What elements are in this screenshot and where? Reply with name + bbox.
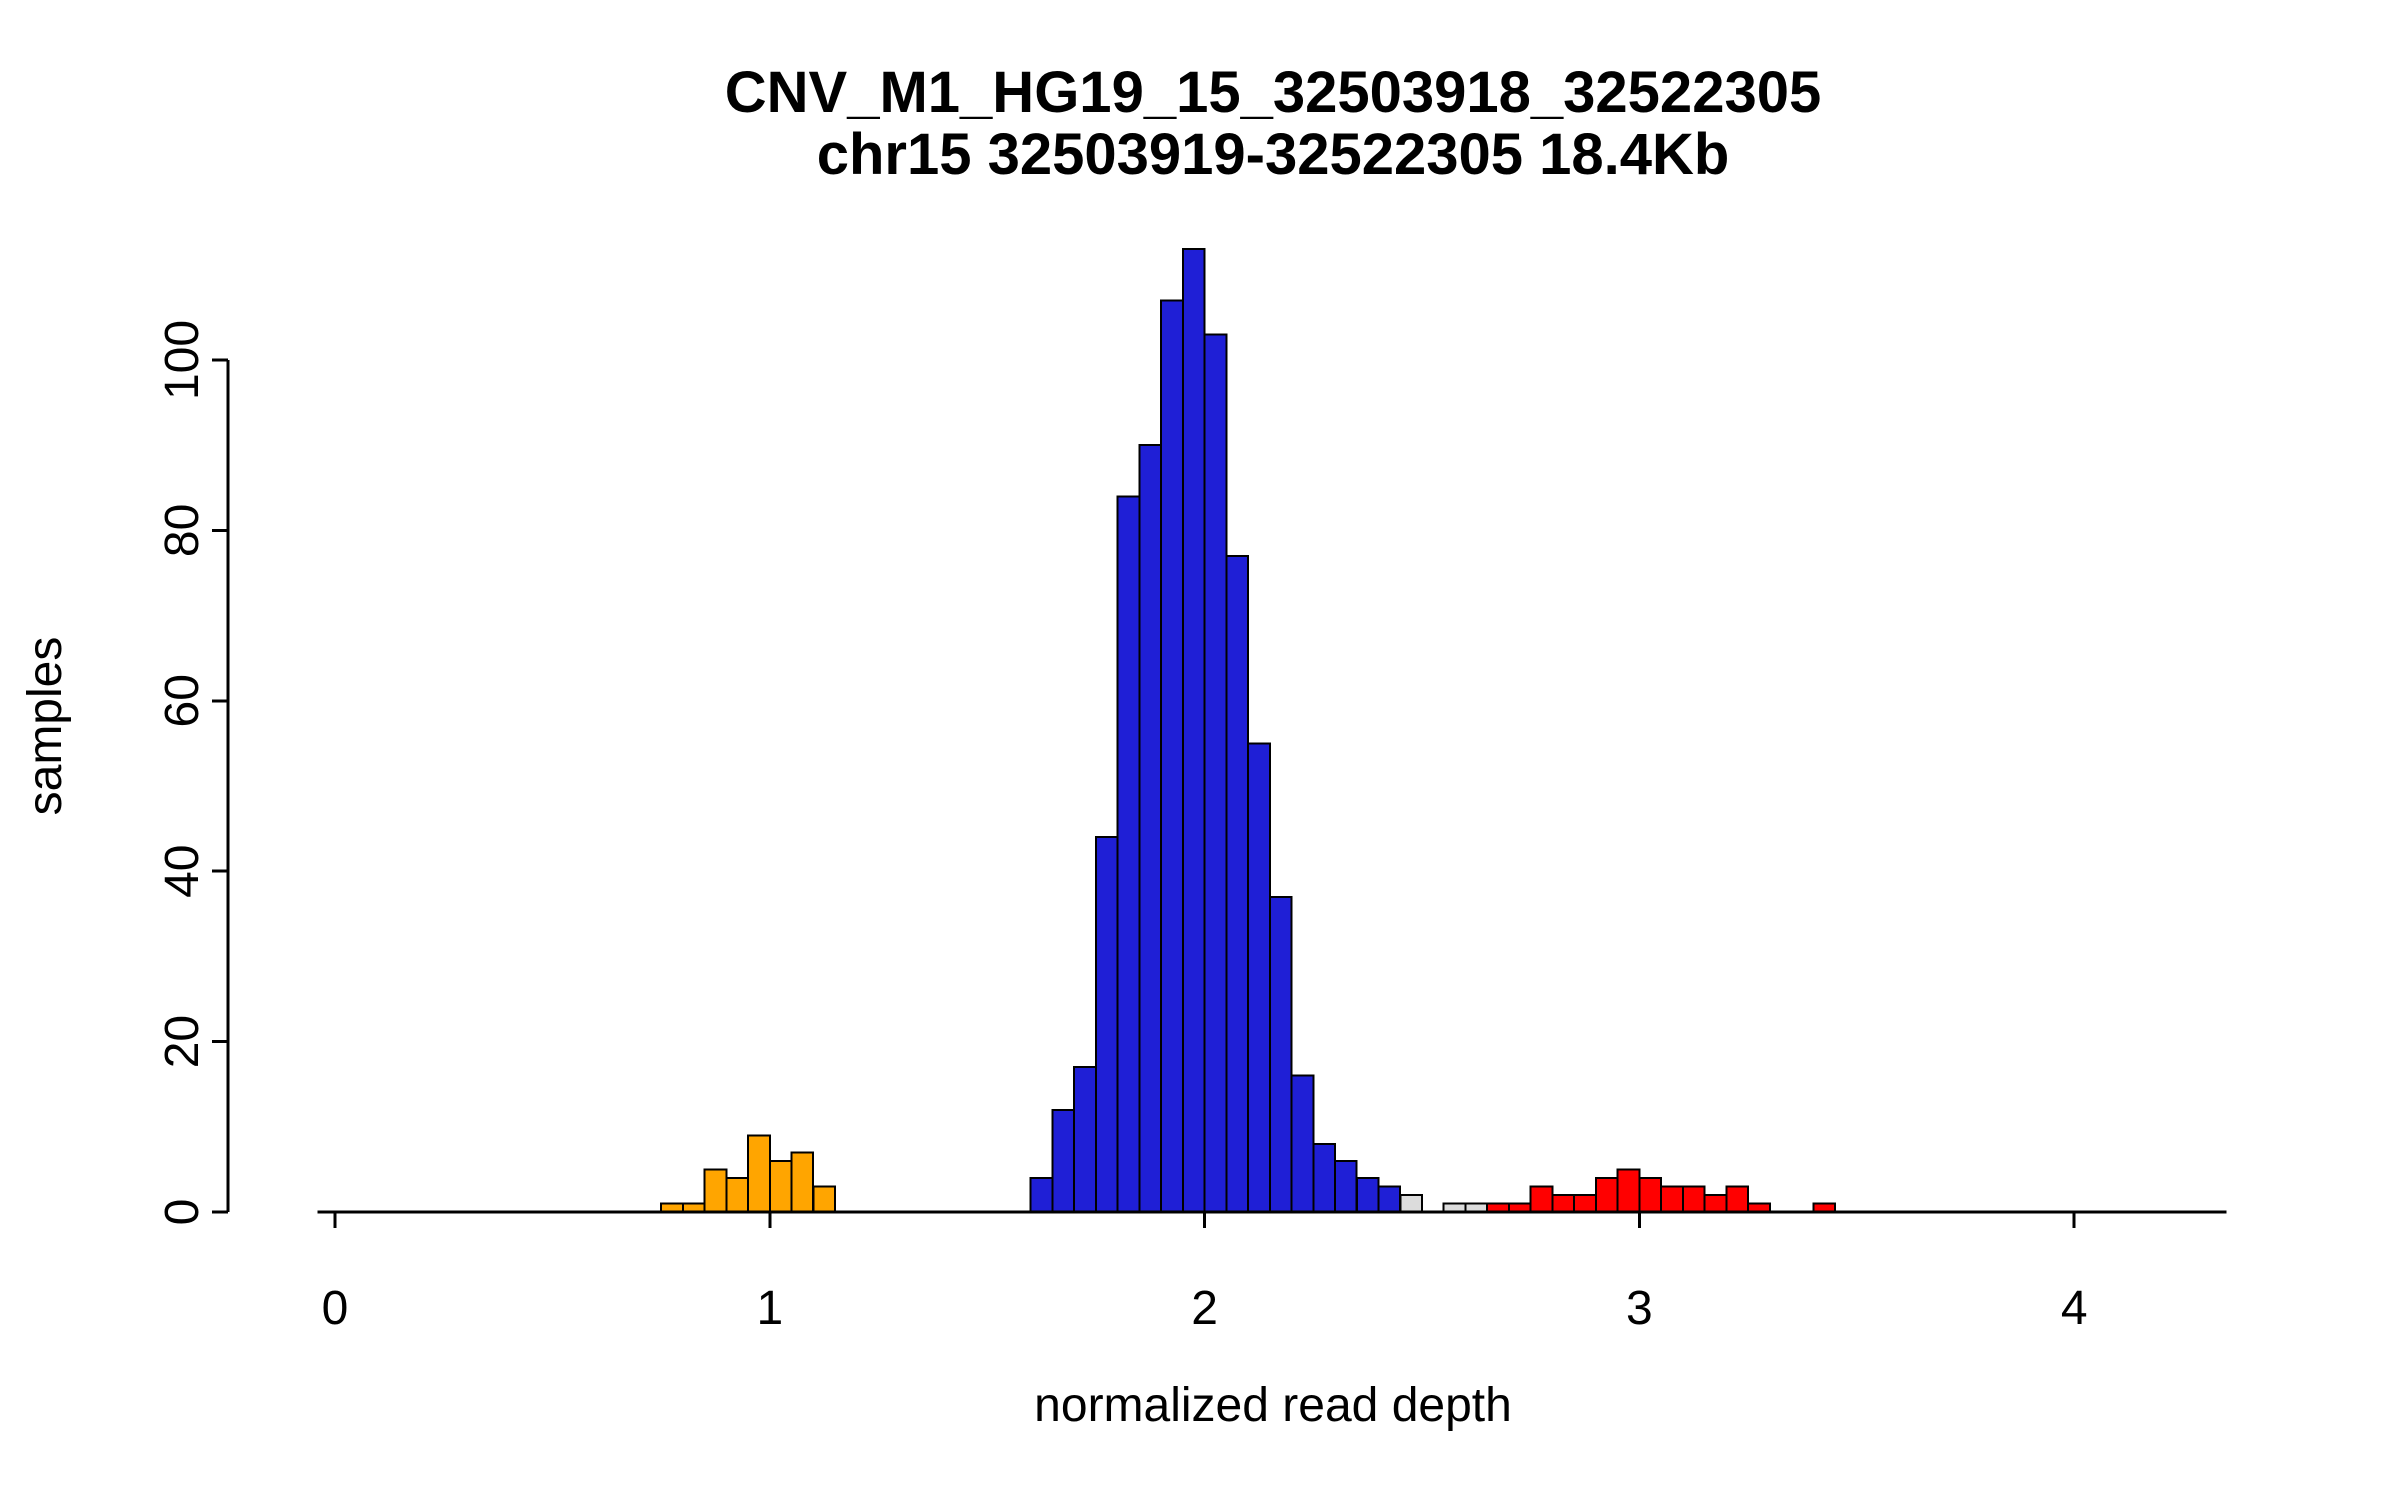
histogram-bar-gain (1660, 1185, 1684, 1214)
histogram-bar-neutral (1181, 248, 1206, 1213)
chart-title-line2: chr15 32503919-32522305 18.4Kb (816, 122, 1730, 187)
y-axis-tick-label: 0 (156, 1199, 209, 1226)
x-axis-label: normalized read depth (1034, 1379, 1512, 1432)
histogram-bar-loss (768, 1159, 793, 1214)
y-axis-tick-label: 80 (156, 504, 209, 557)
histogram-bar-neutral (1312, 1142, 1337, 1214)
y-axis-tick-label: 20 (156, 1015, 209, 1068)
histogram-bar-neutral (1355, 1176, 1380, 1214)
histogram-bar-gain (1529, 1185, 1554, 1214)
histogram-bar-neutral (1029, 1176, 1054, 1214)
histogram-bar-neutral (1138, 444, 1163, 1213)
histogram-bar-gain (1551, 1194, 1576, 1213)
histogram-bar-gain (1638, 1176, 1663, 1214)
histogram-bar-neutral (1290, 1074, 1315, 1213)
y-axis-label: samples (19, 636, 72, 816)
histogram-bar-neutral (1247, 742, 1271, 1214)
x-axis-tick-label: 0 (322, 1282, 349, 1335)
x-axis-tick-label: 2 (1191, 1282, 1218, 1335)
x-axis-tick-label: 3 (1626, 1282, 1653, 1335)
histogram-bar-gain (1616, 1168, 1641, 1214)
histogram-bar-neutral (1073, 1066, 1097, 1213)
chart-title-line1: CNV_M1_HG19_15_32503918_32522305 (724, 60, 1822, 125)
histogram-bar-gain (1681, 1185, 1706, 1214)
histogram-bar-gain (1725, 1185, 1750, 1214)
x-axis-tick-label: 4 (2061, 1282, 2088, 1335)
histogram-bar-loss (725, 1176, 749, 1214)
histogram-bar-loss (747, 1134, 771, 1214)
histogram-bar-loss (812, 1185, 836, 1214)
histogram-bar-neutral (1051, 1108, 1076, 1214)
histogram-bar-loss (790, 1151, 815, 1214)
y-axis-tick-label: 60 (156, 674, 209, 727)
histogram-bar-neutral (1377, 1185, 1402, 1214)
histogram-bar-loss (703, 1168, 728, 1214)
histogram-bar-gain (1703, 1194, 1728, 1213)
histogram-bar-gain (1594, 1176, 1619, 1214)
histogram-bar-neutral (1203, 333, 1228, 1213)
histogram-bar-neutral (1225, 555, 1250, 1213)
histogram-bar-neutral (1334, 1159, 1358, 1214)
x-axis-tick-label: 1 (756, 1282, 783, 1335)
histogram-bar-gain (1573, 1194, 1597, 1213)
histogram-bar-unassigned (1399, 1194, 1424, 1213)
y-axis-tick-label: 100 (156, 320, 209, 400)
histogram-bar-neutral (1094, 836, 1119, 1213)
histogram-bar-neutral (1116, 495, 1141, 1213)
histogram-bar-neutral (1160, 299, 1184, 1213)
histogram-bar-neutral (1268, 895, 1293, 1213)
y-axis-tick-label: 40 (156, 845, 209, 898)
